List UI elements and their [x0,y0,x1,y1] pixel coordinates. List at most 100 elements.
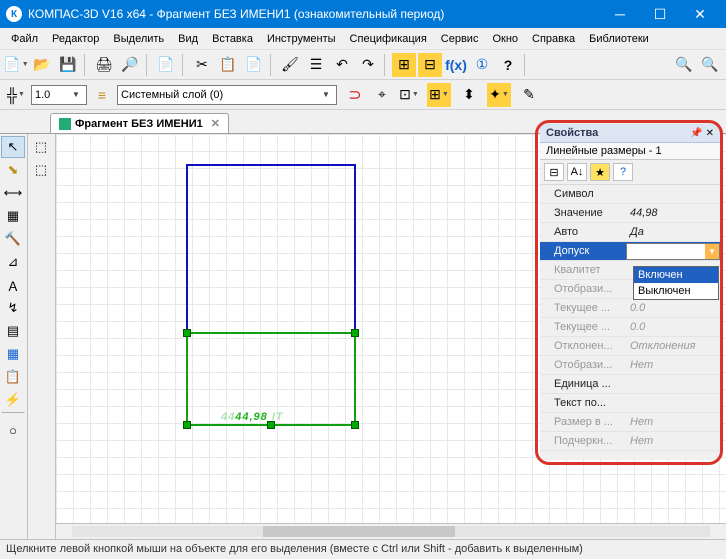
props-title-text: Свойства [546,127,598,139]
scrollbar-h[interactable] [56,523,726,539]
dim-ext-left[interactable] [186,334,188,424]
props-tb-fav[interactable]: ★ [590,163,610,181]
tool-circle[interactable]: ○ [1,419,25,441]
dropdown-popup[interactable]: Включен Выключен [633,266,719,300]
prop-name: Авто [540,226,626,238]
tool-measure[interactable]: Ａ [1,274,25,296]
menu-service[interactable]: Сервис [434,31,486,47]
menu-libraries[interactable]: Библиотеки [582,31,656,47]
prop-row[interactable]: Значение44,98 [540,204,720,223]
menu-help[interactable]: Справка [525,31,582,47]
save-button[interactable]: 💾 [56,53,80,77]
props-button[interactable]: ☰ [304,53,328,77]
menu-select[interactable]: Выделить [106,31,171,47]
menu-insert[interactable]: Вставка [205,31,260,47]
menu-view[interactable]: Вид [171,31,205,47]
preview2-button[interactable]: 📄 [154,53,178,77]
tool2-2[interactable]: ⬚ [29,159,53,181]
prop-row[interactable]: АвтоДа [540,223,720,242]
menu-edit[interactable]: Редактор [45,31,106,47]
mode-button[interactable]: ✦▼ [487,83,511,107]
prop-value-dropdown[interactable]: Выключен▼ [626,243,720,260]
edit-button[interactable]: ✎ [517,83,541,107]
prop-row[interactable]: Текущее ...0.0 [540,318,720,337]
fx-button[interactable]: f(x) [444,53,468,77]
props-titlebar[interactable]: Свойства 📌 ✕ [540,124,720,143]
dim-ext-right[interactable] [354,334,356,424]
lib1-button[interactable]: ⊞ [392,53,416,77]
props-tb-help[interactable]: ? [613,163,633,181]
tool-hatch[interactable]: ▦ [1,205,25,227]
print-button[interactable]: 🖨 [92,53,116,77]
prop-value: Нет [626,416,720,428]
grid-button[interactable]: ⊞▼ [427,83,451,107]
zoom-in-button[interactable]: 🔍 [672,53,696,77]
handle[interactable] [351,329,359,337]
prop-row[interactable]: Отклонен...Отклонения [540,337,720,356]
tool-edit[interactable]: 🔨 [1,228,25,250]
menu-file[interactable]: Файл [4,31,45,47]
menu-window[interactable]: Окно [485,31,525,47]
snap1-button[interactable]: ⌖ [370,83,394,107]
tool-table[interactable]: ▤ [1,320,25,342]
dim-ext-top[interactable] [186,332,356,334]
prop-row[interactable]: Размер в ...Нет [540,413,720,432]
open-button[interactable]: 📂 [30,53,54,77]
style-button[interactable]: ╬▼ [4,83,28,107]
tool-aux[interactable]: ↯ [1,297,25,319]
snap2-button[interactable]: ⊡▼ [397,83,421,107]
ortho-button[interactable]: ⬍ [457,83,481,107]
prop-row[interactable]: Символ [540,185,720,204]
minimize-button[interactable]: ─ [600,0,640,28]
prop-row[interactable]: Отобрази...Нет [540,356,720,375]
dd-opt-off[interactable]: Выключен [634,283,718,299]
dim-text[interactable]: 4444,98 IT [221,404,284,425]
prop-row[interactable]: Единица ... [540,375,720,394]
handle[interactable] [351,421,359,429]
redo-button[interactable]: ↷ [356,53,380,77]
prop-name: Отобрази... [540,283,626,295]
menu-spec[interactable]: Спецификация [343,31,434,47]
help-button[interactable]: ? [496,53,520,77]
prop-row[interactable]: Текущее ...0.0 [540,299,720,318]
prop-row[interactable]: Подчеркн...Нет [540,432,720,451]
maximize-button[interactable]: ☐ [640,0,680,28]
magnet-button[interactable]: ⊃ [343,83,367,107]
tool-spec[interactable]: ▦ [1,343,25,365]
handle[interactable] [183,421,191,429]
handle[interactable] [183,329,191,337]
dd-opt-on[interactable]: Включен [634,267,718,283]
doc-tab-close[interactable]: ✕ [211,117,220,130]
layers-icon[interactable]: ≡ [90,83,114,107]
tool-line[interactable]: ⬊ [1,159,25,181]
toolbar-main: 📄▼ 📂 💾 🖨 🔎 📄 ✂ 📋 📄 🖌 ☰ ↶ ↷ ⊞ ⊟ f(x) ① ? … [0,50,726,80]
tool-dim[interactable]: ⟷ [1,182,25,204]
paste-button[interactable]: 📄 [242,53,266,77]
layer-combo[interactable]: Системный слой (0)▼ [117,85,337,105]
tool-report[interactable]: 📋 [1,366,25,388]
doc-tab-active[interactable]: Фрагмент БЕЗ ИМЕНИ1 ✕ [50,113,229,133]
copy-button[interactable]: 📋 [216,53,240,77]
lib2-button[interactable]: ⊟ [418,53,442,77]
cut-button[interactable]: ✂ [190,53,214,77]
tool2-1[interactable]: ⬚ [29,136,53,158]
prop-row[interactable]: ДопускВыключен▼ [540,242,720,261]
brush-button[interactable]: 🖌 [278,53,302,77]
undo-button[interactable]: ↶ [330,53,354,77]
zoom-out-button[interactable]: 🔍 [698,53,722,77]
prop-row[interactable]: Текст по... [540,394,720,413]
var-button[interactable]: ① [470,53,494,77]
tool-bolt[interactable]: ⚡ [1,389,25,411]
new-button[interactable]: 📄▼ [4,53,28,77]
tool-param[interactable]: ⊿ [1,251,25,273]
tool-select[interactable]: ↖ [1,136,25,158]
close-button[interactable]: ✕ [680,0,720,28]
preview-button[interactable]: 🔎 [118,53,142,77]
tool-sep [1,412,25,418]
menu-tools[interactable]: Инструменты [260,31,343,47]
props-tb-sort[interactable]: A↓ [567,163,587,181]
props-pin-icon[interactable]: 📌 ✕ [690,128,714,139]
scale-combo[interactable]: 1.0▼ [31,85,87,105]
props-tb-cat[interactable]: ⊟ [544,163,564,181]
rect-blue[interactable] [186,164,356,334]
